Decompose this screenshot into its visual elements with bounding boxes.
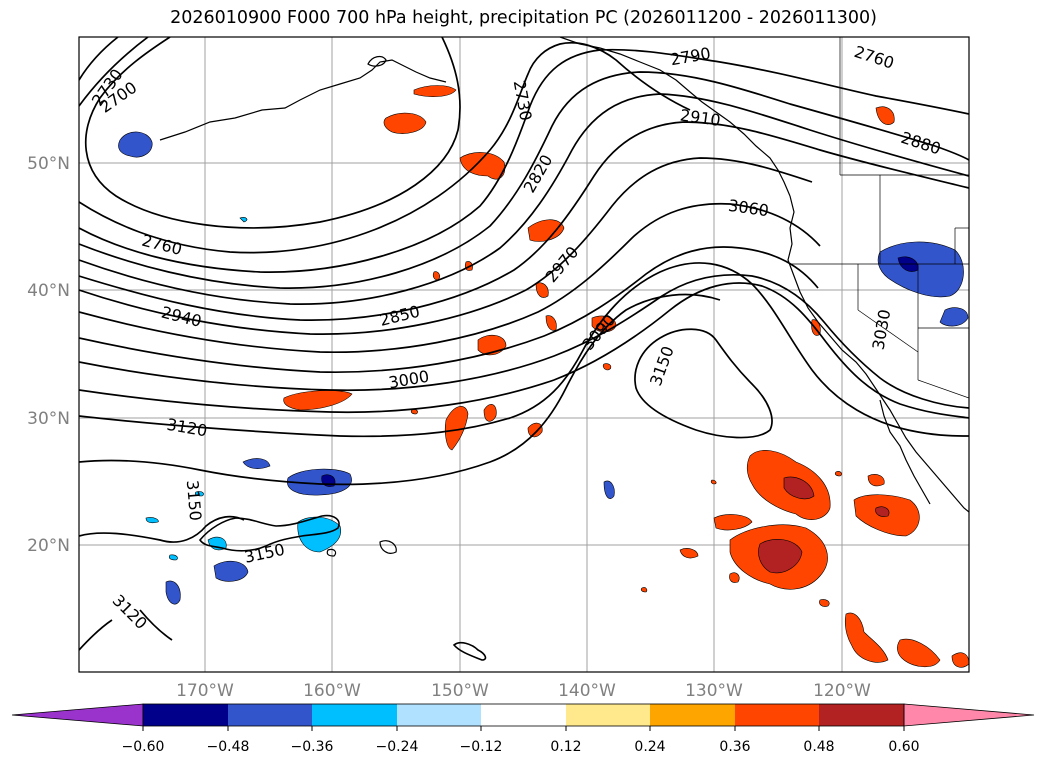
- lon-label-140w: 140°W: [558, 681, 616, 701]
- colorbar-bin: [143, 704, 228, 726]
- lat-labels: 50°N 40°N 30°N 20°N: [27, 154, 70, 556]
- colorbar-bin: [650, 704, 735, 726]
- colorbar-bin: [228, 704, 312, 726]
- colorbar-tick-label: 0.24: [634, 739, 665, 755]
- colorbar-bin: [566, 704, 650, 726]
- lon-labels: 170°W 160°W 150°W 140°W 130°W 120°W: [176, 681, 871, 701]
- colorbar-bin: [735, 704, 819, 726]
- colorbar-tick-label: −0.48: [207, 739, 250, 755]
- colorbar-bin: [312, 704, 397, 726]
- contour-label: 3150: [183, 479, 205, 521]
- lon-label-130w: 130°W: [685, 681, 743, 701]
- height-contours: [79, 37, 969, 651]
- lat-label-50n: 50°N: [27, 154, 70, 174]
- colorbar-tick-label: 0.36: [719, 739, 750, 755]
- colorbar-tick-label: −0.60: [122, 739, 165, 755]
- plot-frame: [78, 36, 970, 673]
- colorbar-tick-label: 0.48: [803, 739, 834, 755]
- colorbar-tick-label: −0.36: [291, 739, 334, 755]
- colorbar-ticks: [142, 726, 905, 731]
- coastlines: [159, 37, 969, 661]
- colorbar-tick-label: 0.12: [550, 739, 581, 755]
- colorbar-bin: [819, 704, 904, 726]
- lat-label-30n: 30°N: [27, 409, 70, 429]
- colorbar-bin: [397, 704, 481, 726]
- colorbar-extend-high: [903, 703, 1035, 727]
- gridlines: [79, 37, 969, 672]
- borders: [790, 37, 969, 399]
- colorbar: −0.60 −0.48 −0.36 −0.24 −0.12 0.12 0.24 …: [11, 703, 1035, 755]
- lat-label-20n: 20°N: [27, 536, 70, 556]
- lon-label-160w: 160°W: [303, 681, 361, 701]
- precip-shading: [118, 85, 969, 668]
- colorbar-frame: [142, 703, 905, 727]
- colorbar-extend-low: [11, 703, 144, 727]
- lon-label-170w: 170°W: [176, 681, 234, 701]
- lat-label-40n: 40°N: [27, 281, 70, 301]
- lon-label-150w: 150°W: [431, 681, 489, 701]
- colorbar-tick-label: −0.12: [460, 739, 503, 755]
- colorbar-bin: [481, 704, 566, 726]
- lon-label-120w: 120°W: [813, 681, 871, 701]
- colorbar-tick-label: −0.24: [376, 739, 419, 755]
- colorbar-tick-label: 0.60: [888, 739, 919, 755]
- map-title: 2026010900 F000 700 hPa height, precipit…: [170, 8, 877, 28]
